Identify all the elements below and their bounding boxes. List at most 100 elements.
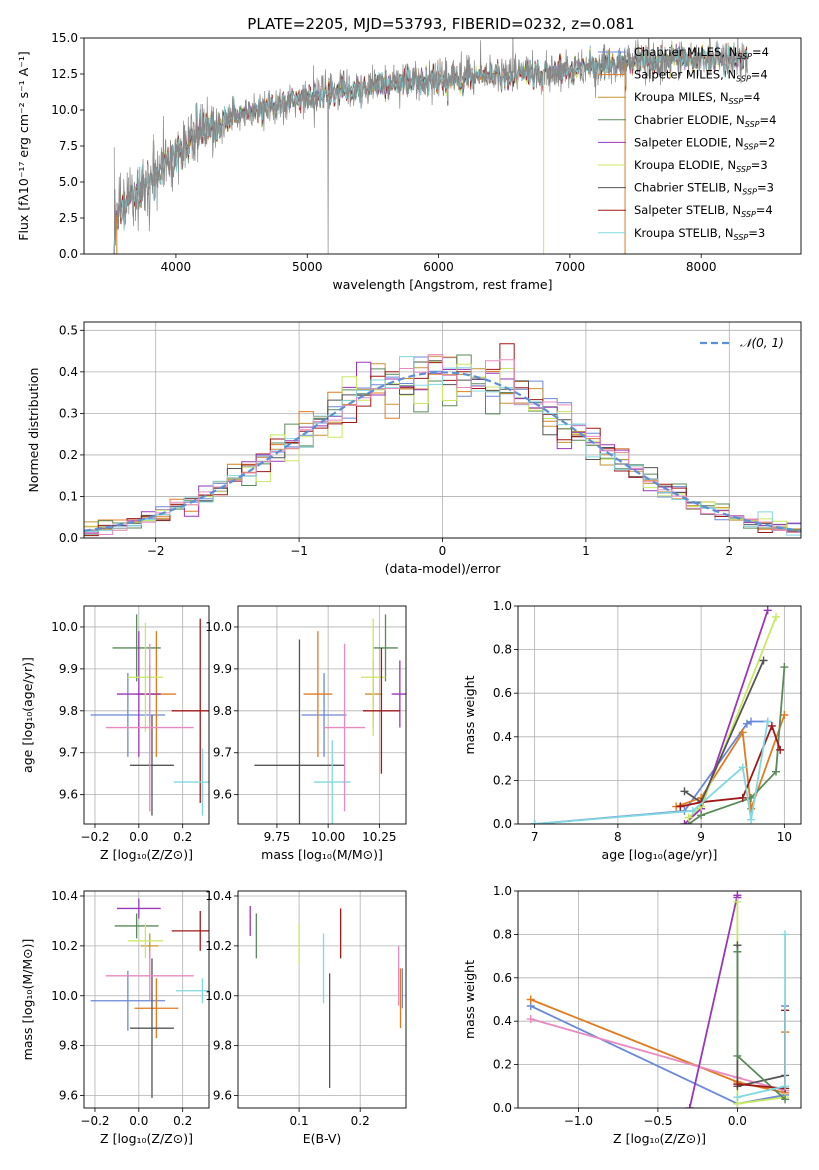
errorbar-point-0	[301, 673, 347, 757]
y-tick-label: 0.5	[59, 323, 78, 337]
series-marker	[781, 1095, 790, 1104]
y-tick-label: 0.3	[59, 406, 78, 420]
plot-area-7	[249, 905, 403, 1089]
errorbar-point-9	[324, 643, 366, 812]
legend-label-8: Kroupa STELIB, NSSP=3	[634, 226, 765, 242]
errorbar-point-6	[130, 715, 174, 816]
axes-frame	[83, 605, 210, 825]
y-axis-label: mass weight	[462, 960, 477, 1039]
plot-area-1	[113, 38, 748, 254]
x-tick-label: 2	[725, 544, 733, 558]
y-tick-label: 1.0	[493, 599, 512, 613]
axes-frame	[237, 890, 407, 1109]
series-line	[737, 934, 786, 1099]
x-tick-label: 0.0	[129, 830, 148, 844]
series-marker	[530, 820, 539, 824]
y-tick-label: 9.7	[213, 746, 232, 760]
y-tick-label: 7.5	[59, 139, 78, 153]
errorbar-point-4	[116, 631, 161, 757]
legend-label-0: Chabrier MILES, NSSP=4	[634, 45, 769, 61]
legend-label-6: Chabrier STELIB, NSSP=3	[634, 181, 774, 197]
panel-1: Chabrier MILES, NSSP=4 Salpeter MILES, NS…	[16, 31, 802, 292]
panel-5: 7 8 9 10 0.0 0.2 0.4 0.6 0.8 1.0 age [log₁₀(age/yr…	[462, 599, 802, 862]
x-tick-label: 7000	[555, 260, 586, 274]
series-marker	[780, 711, 789, 719]
y-tick-label: 9.9	[213, 662, 232, 676]
y-tick-label: 0.8	[493, 927, 512, 941]
legend: Chabrier MILES, NSSP=4 Salpeter MILES, NS…	[598, 45, 776, 242]
x-tick-label: −2	[147, 544, 165, 558]
y-tick-label: 0.6	[493, 971, 512, 985]
plot-area-5	[530, 606, 789, 824]
series-marker	[680, 787, 689, 796]
series-marker	[772, 767, 781, 776]
y-tick-label: 9.7	[59, 746, 78, 760]
plot-area-2	[84, 343, 801, 537]
errorbar-point-3	[373, 614, 398, 682]
y-tick-label: 10.0	[51, 620, 78, 634]
errorbar-point-0	[90, 970, 166, 1031]
plot-area-4	[254, 614, 406, 824]
plot-area-6	[90, 898, 209, 1099]
axes-7: 0.1 0.2 9.6 9.8 10.0 10.2 10.4 E(B-V)	[205, 889, 407, 1146]
series-marker	[772, 612, 781, 621]
series-5	[733, 941, 790, 1091]
series-marker	[733, 1093, 742, 1102]
y-tick-label: 10.2	[51, 939, 78, 953]
y-tick-label: 5.0	[59, 175, 78, 189]
series-marker	[676, 802, 685, 811]
x-tick-label: −1.0	[564, 1114, 593, 1128]
plot-area-3	[90, 614, 209, 816]
y-tick-label: 15.0	[51, 31, 78, 45]
series-line	[684, 660, 765, 804]
legend-label-4: Salpeter ELODIE, NSSP=2	[634, 135, 775, 151]
x-tick-label: 9	[697, 830, 705, 844]
x-axis-label: (data-model)/error	[385, 561, 502, 576]
series-6	[733, 947, 790, 1104]
x-axis-label: age [log₁₀(age/yr)]	[602, 847, 718, 862]
x-tick-label: 9.75	[264, 830, 291, 844]
plot-area-8	[526, 891, 790, 1108]
x-tick-label: 0.2	[351, 1114, 370, 1128]
series-marker	[688, 806, 697, 815]
y-axis-label: Normed distribution	[26, 368, 41, 493]
y-axis-label: Flux [fλ10⁻¹⁷ erg cm⁻² s⁻¹ A⁻¹]	[16, 51, 31, 240]
series-marker	[738, 763, 747, 772]
x-tick-label: 10.25	[362, 830, 396, 844]
series-marker	[742, 719, 751, 728]
y-tick-label: 9.9	[59, 662, 78, 676]
y-tick-label: 0.2	[59, 448, 78, 462]
series-7	[530, 717, 772, 824]
y-axis-label: mass weight	[462, 675, 477, 754]
axes-1: Chabrier MILES, NSSP=4 Salpeter MILES, NS…	[16, 31, 802, 292]
y-tick-label: 9.6	[213, 788, 232, 802]
errorbar-point-8	[176, 978, 209, 1004]
y-tick-label: 9.6	[59, 1089, 78, 1103]
y-tick-label: 0.4	[493, 730, 512, 744]
series-marker	[747, 815, 756, 824]
series-marker	[733, 897, 742, 906]
y-tick-label: 10.0	[51, 989, 78, 1003]
series-marker	[763, 606, 772, 615]
x-axis-label: E(B-V)	[303, 1131, 342, 1146]
x-tick-label: 8	[614, 830, 622, 844]
axes-frame	[517, 890, 802, 1109]
x-tick-label: −0.5	[643, 1114, 672, 1128]
errorbar-point-7	[171, 618, 209, 804]
y-tick-label: 9.6	[59, 788, 78, 802]
series-marker	[781, 1082, 790, 1091]
x-axis-label: Z [log₁₀(Z/Z⊙)]	[100, 847, 193, 862]
legend-label: 𝒩(0, 1)	[740, 336, 784, 350]
x-tick-label: 0.0	[728, 1114, 747, 1128]
x-tick-label: 0.2	[173, 830, 192, 844]
series-8	[733, 930, 790, 1102]
series-3	[680, 606, 772, 824]
errorbar-point-3	[114, 913, 159, 939]
x-tick-label: 0.0	[129, 1114, 148, 1128]
errorbar-point-9	[105, 950, 194, 1001]
errorbar-point-3	[112, 614, 161, 682]
legend-label-3: Chabrier ELODIE, NSSP=4	[634, 113, 776, 129]
y-tick-label: 10.0	[205, 989, 232, 1003]
x-tick-label: 6000	[423, 260, 454, 274]
series-marker	[733, 1051, 742, 1060]
